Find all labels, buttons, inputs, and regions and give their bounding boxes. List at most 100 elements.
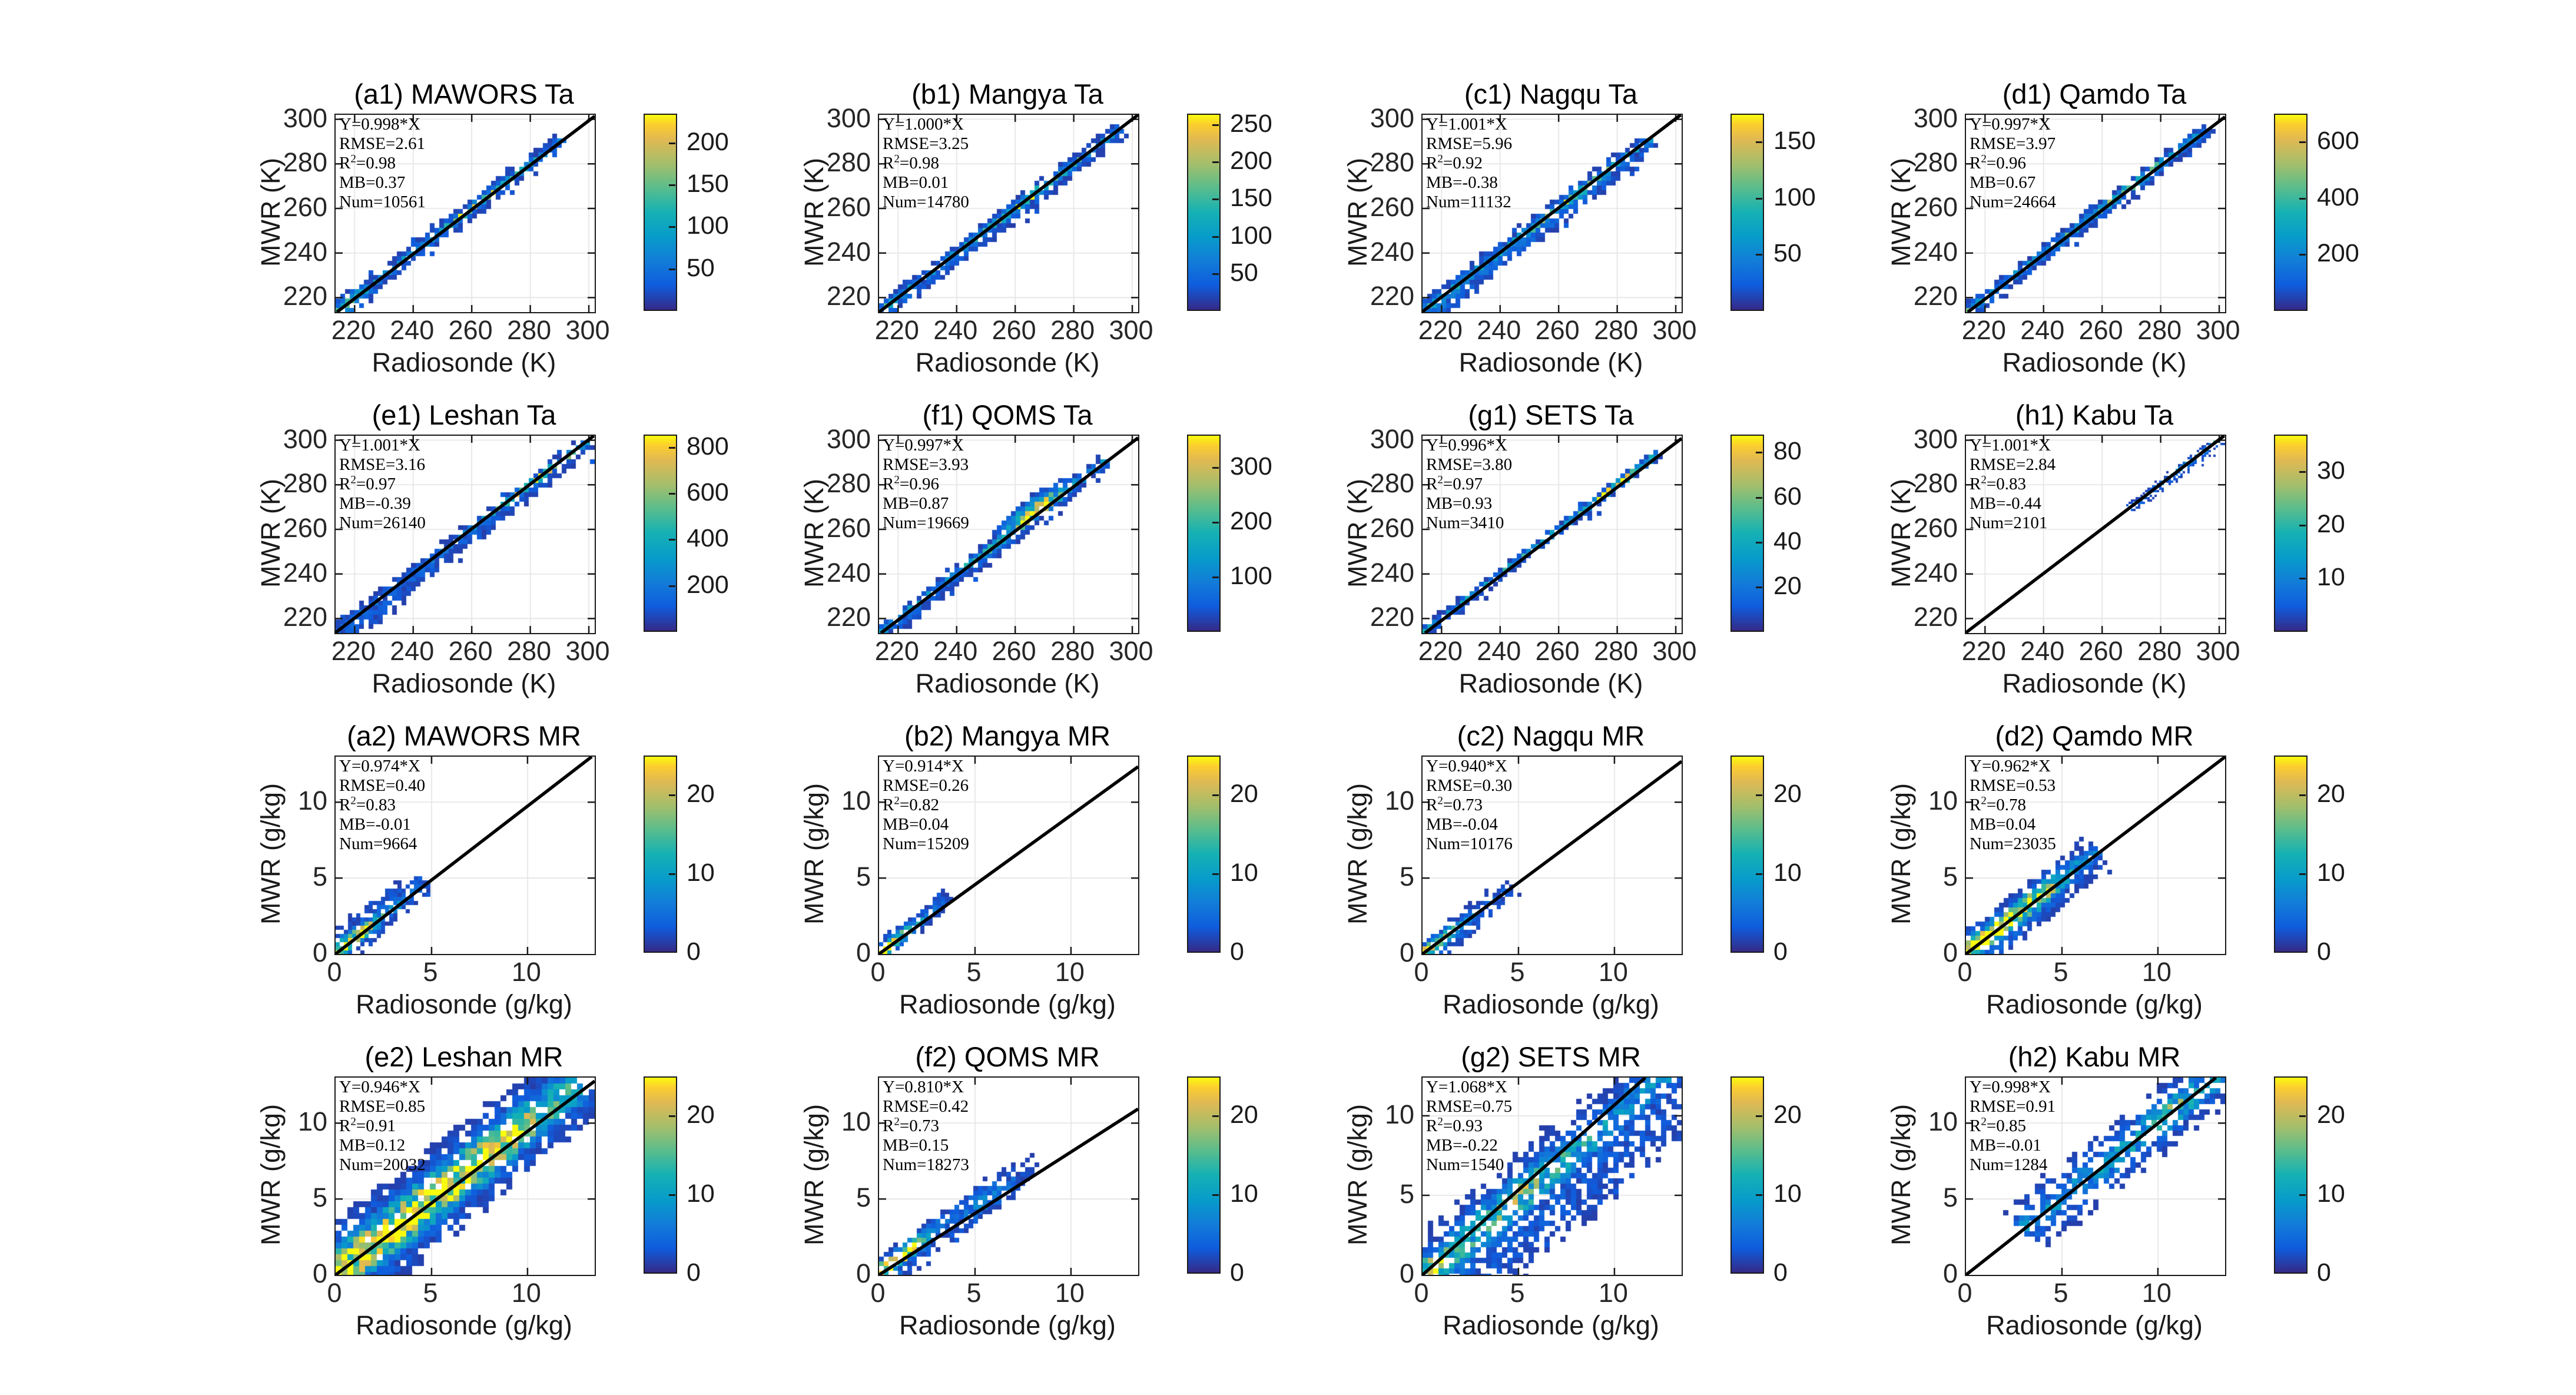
y-tick-label: 280 [826,468,871,499]
stat-r-squared: R2=0.93 [1426,1116,1512,1136]
colorbar-tick-label: 200 [687,127,729,156]
x-tick-label: 5 [966,1278,982,1308]
colorbar-gradient [644,114,677,311]
r2-superscript: 2 [894,1115,900,1128]
colorbar-tick-label: 0 [1773,1258,1788,1287]
stat-fit-equation: Y=0.997*X [883,436,964,455]
plot-grid: (a1) MAWORS Ta MWR (K) Y=0.998*X RMSE=2.… [252,78,2426,1365]
r2-base: R [339,475,351,493]
plot-axes: Y=0.810*X RMSE=0.42 R2=0.73 MB=0.15 Num=… [878,1076,1139,1276]
stat-sample-count: Num=23035 [1970,834,2056,853]
colorbar-tick-label: 10 [1230,859,1258,887]
axes-ticks-fitline [336,115,595,312]
colorbar-gradient [1730,435,1764,632]
y-tick-label: 300 [826,423,871,454]
stat-r-squared: R2=0.92 [1426,153,1512,173]
stat-sample-count: Num=10561 [339,193,426,211]
plot-axes: Y=0.996*X RMSE=3.80 R2=0.97 MB=0.93 Num=… [1421,435,1683,634]
colorbar-tick-label: 400 [2317,183,2359,211]
stat-rmse: RMSE=3.25 [883,134,969,153]
colorbar-tick-mark [669,142,675,144]
colorbar-tick-label: 0 [1230,937,1244,966]
y-tick-label: 10 [841,786,871,816]
r2-value: =0.91 [356,1116,396,1135]
colorbar-tick-mark [1212,521,1219,523]
plot-title: (a1) MAWORS Ta [354,78,574,110]
axes-ticks-fitline [336,757,595,954]
stats-box: Y=0.946*X RMSE=0.85 R2=0.91 MB=0.12 Num=… [339,1078,426,1175]
colorbar-tick-label: 200 [687,570,729,599]
y-tick-label: 300 [1913,423,1958,454]
colorbar-tick-mark [669,268,675,270]
stat-mean-bias: MB=0.12 [339,1136,406,1155]
x-axis-label: Radiosonde (K) [372,668,556,698]
plot-title: (b2) Mangya MR [904,720,1110,751]
y-tick-label: 260 [1370,512,1414,543]
density-heatmap [879,1078,1138,1275]
colorbar-tick-label: 40 [1773,526,1802,555]
stat-r-squared: R2=0.78 [1970,795,2056,815]
x-axis-label: Radiosonde (K) [1458,668,1643,698]
colorbar-tick-label: 800 [687,432,729,460]
x-axis-label: Radiosonde (K) [915,668,1100,698]
colorbar-tick-mark [1212,1115,1219,1117]
colorbar-tick-mark [1756,873,1762,875]
y-tick-label: 240 [1370,236,1414,267]
x-tick-label: 260 [1535,636,1580,666]
colorbar-tick-label: 0 [1230,1258,1244,1287]
r2-superscript: 2 [894,473,900,486]
plot-title: (h2) Kabu MR [2008,1041,2181,1072]
y-tick-label: 10 [1384,1099,1414,1129]
x-tick-label: 10 [2141,957,2171,987]
y-tick-label: 260 [1370,191,1414,222]
x-tick-label: 220 [331,636,376,666]
stat-fit-equation: Y=0.810*X [883,1078,964,1096]
colorbar-tick-mark [2299,1194,2306,1196]
r2-base: R [883,796,894,814]
plot-axes: Y=0.974*X RMSE=0.40 R2=0.83 MB=-0.01 Num… [334,756,596,955]
stat-sample-count: Num=18273 [883,1155,969,1174]
r2-base: R [1426,475,1438,493]
r2-value: =0.85 [1986,1116,2026,1135]
x-tick-label: 10 [511,957,541,987]
y-tick-label: 5 [856,861,871,892]
y-axis-label: MWR (g/kg) [256,783,286,925]
y-axis-label: MWR (g/kg) [1886,783,1916,925]
stats-box: Y=0.810*X RMSE=0.42 R2=0.73 MB=0.15 Num=… [883,1078,969,1175]
colorbar: 0 10 20 [2274,1076,2345,1287]
x-tick-label: 260 [992,636,1036,666]
r2-superscript: 2 [1437,1115,1443,1128]
stat-r-squared: R2=0.82 [883,795,969,815]
x-tick-label: 0 [870,957,886,987]
subplot-f1: (f1) QOMS Ta MWR (K) Y=0.997*X RMSE=3.93… [795,400,1339,723]
stat-rmse: RMSE=0.40 [339,776,426,795]
stat-r-squared: R2=0.83 [1970,474,2056,494]
stats-box: Y=0.940*X RMSE=0.30 R2=0.73 MB=-0.04 Num… [1426,757,1513,854]
x-tick-label: 0 [1414,957,1429,987]
y-axis-label: MWR (g/kg) [1886,1104,1916,1246]
colorbar: 0 10 20 [644,1076,715,1287]
x-tick-label: 300 [2196,636,2240,666]
plot-axes: Y=1.068*X RMSE=0.75 R2=0.93 MB=-0.22 Num… [1421,1076,1683,1276]
y-tick-label: 300 [826,102,871,133]
x-tick-label: 220 [331,315,376,345]
plot-title: (g2) SETS MR [1461,1041,1641,1072]
x-tick-label: 300 [1652,315,1697,345]
x-tick-label: 5 [1510,1278,1525,1308]
stat-rmse: RMSE=0.85 [339,1097,426,1116]
y-tick-label: 10 [1928,1106,1958,1137]
y-tick-label: 5 [312,1182,327,1213]
y-tick-label: 280 [1370,468,1414,499]
stats-box: Y=1.001*X RMSE=3.16 R2=0.97 MB=-0.39 Num… [339,436,426,533]
x-tick-label: 280 [1594,636,1639,666]
x-tick-label: 220 [1418,636,1463,666]
plot-title: (d1) Qamdo Ta [2002,78,2187,110]
stat-r-squared: R2=0.73 [883,1116,969,1136]
stat-r-squared: R2=0.83 [339,795,425,815]
stat-rmse: RMSE=0.30 [1426,776,1513,795]
r2-value: =0.73 [899,1116,939,1135]
stats-box: Y=1.001*X RMSE=5.96 R2=0.92 MB=-0.38 Num… [1426,115,1512,212]
y-tick-label: 240 [1913,236,1958,267]
subplot-c2: (c2) Nagqu MR MWR (g/kg) Y=0.940*X RMSE=… [1339,721,1882,1044]
